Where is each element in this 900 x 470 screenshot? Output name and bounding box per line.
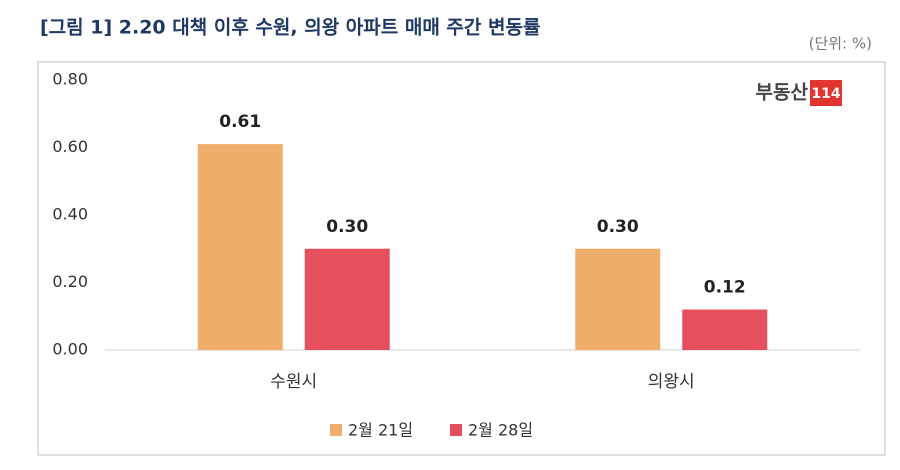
bar <box>304 248 390 350</box>
legend-swatch <box>450 424 462 436</box>
y-tick-label: 0.00 <box>52 340 88 359</box>
legend-swatch <box>330 424 342 436</box>
y-tick-label: 0.80 <box>52 70 88 89</box>
data-label: 0.12 <box>704 278 746 298</box>
chart-frame <box>37 61 886 456</box>
bar <box>197 144 283 350</box>
y-tick-label: 0.40 <box>52 205 88 224</box>
unit-label: (단위: %) <box>809 35 872 53</box>
bar <box>575 248 661 350</box>
y-tick-label: 0.60 <box>52 137 88 156</box>
y-tick-label: 0.20 <box>52 272 88 291</box>
logo-badge: 114 <box>811 86 840 102</box>
legend-label: 2월 28일 <box>468 421 533 440</box>
logo-text: 부동산 <box>756 82 809 104</box>
legend-label: 2월 21일 <box>348 421 413 440</box>
bar <box>682 309 768 350</box>
data-label: 0.30 <box>326 217 368 237</box>
logo: 부동산 114 <box>756 80 842 106</box>
x-tick-label: 수원시 <box>270 372 317 392</box>
data-label: 0.61 <box>219 112 261 132</box>
data-label: 0.30 <box>597 217 639 237</box>
logo-badge-bg <box>810 80 842 106</box>
chart-title: [그림 1] 2.20 대책 이후 수원, 의왕 아파트 매매 주간 변동률 <box>40 17 540 39</box>
x-tick-label: 의왕시 <box>648 372 695 392</box>
